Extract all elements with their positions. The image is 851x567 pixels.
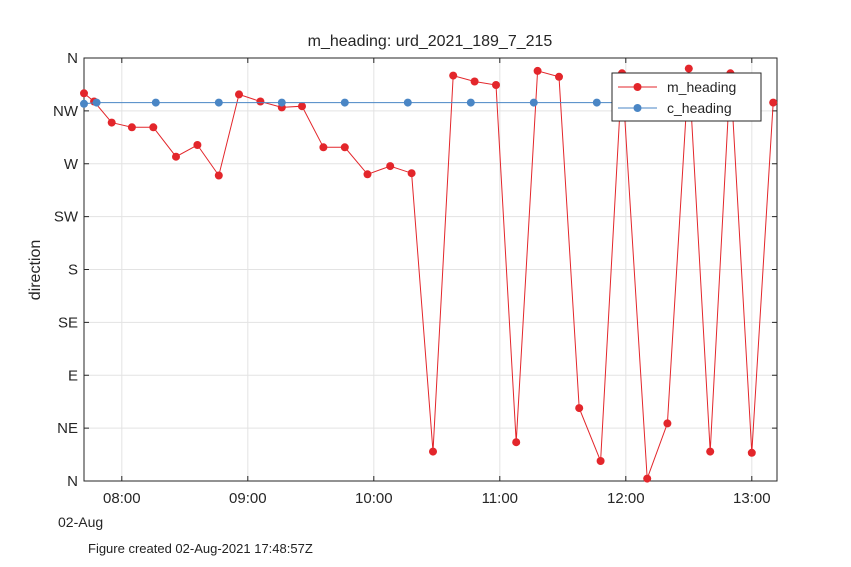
point-m-heading — [555, 72, 563, 81]
y-axis-label: direction — [27, 240, 44, 300]
point-c-heading — [92, 98, 101, 107]
chart-title: m_heading: urd_2021_189_7_215 — [308, 33, 553, 50]
point-m-heading — [747, 448, 756, 457]
legend-marker-c-heading — [633, 104, 642, 112]
y-tick-label: W — [64, 156, 79, 173]
point-m-heading — [470, 77, 479, 86]
point-m-heading — [596, 457, 605, 465]
y-tick-label: N — [67, 50, 78, 67]
y-tick-label: NE — [57, 420, 78, 437]
point-m-heading — [512, 438, 521, 447]
point-c-heading — [529, 98, 538, 107]
legend: m_heading c_heading — [611, 72, 762, 122]
x-tick-label: 10:00 — [355, 490, 393, 507]
y-tick-label: E — [68, 367, 78, 384]
point-m-heading — [643, 474, 652, 483]
point-m-heading — [533, 66, 542, 75]
point-m-heading — [386, 162, 395, 171]
series-line-m-heading — [83, 68, 774, 479]
point-m-heading — [684, 64, 693, 73]
grid-layer — [84, 58, 777, 481]
x-axis-date-label: 02-Aug — [58, 514, 103, 530]
point-c-heading — [277, 98, 286, 107]
y-tick-label: N — [67, 473, 78, 490]
point-m-heading — [769, 98, 778, 107]
point-c-heading — [340, 98, 349, 107]
point-c-heading — [214, 98, 223, 107]
y-tick-label: NW — [53, 103, 79, 120]
point-m-heading — [449, 71, 458, 80]
y-tick-label: SW — [54, 209, 79, 226]
point-c-heading — [403, 98, 412, 107]
point-m-heading — [407, 169, 416, 178]
x-tick-label: 13:00 — [733, 490, 771, 507]
legend-box — [611, 72, 762, 122]
legend-label-m-heading: m_heading — [667, 79, 736, 95]
point-m-heading — [575, 404, 584, 413]
x-tick-label: 12:00 — [607, 490, 645, 507]
point-c-heading — [80, 99, 88, 108]
point-m-heading — [149, 123, 158, 132]
y-tick-label: SE — [58, 314, 78, 331]
point-m-heading — [107, 118, 116, 127]
point-m-heading — [127, 123, 136, 132]
point-m-heading — [193, 141, 202, 149]
point-m-heading — [492, 81, 500, 89]
point-m-heading — [340, 143, 349, 152]
x-tick-label: 09:00 — [229, 490, 267, 507]
point-m-heading — [214, 171, 223, 180]
point-m-heading — [235, 90, 243, 99]
point-m-heading — [172, 152, 180, 161]
y-tick-label: S — [68, 262, 78, 279]
point-m-heading — [706, 447, 715, 456]
legend-label-c-heading: c_heading — [667, 100, 732, 116]
x-tick-label: 08:00 — [103, 490, 141, 507]
tick-layer: 08:00 09:00 10:00 11:00 12:00 13:00 N NE E SE S SW W… — [53, 50, 777, 507]
point-c-heading — [466, 98, 475, 107]
point-m-heading — [663, 419, 672, 428]
series-line-c-heading — [83, 102, 723, 105]
point-m-heading — [363, 170, 372, 179]
point-m-heading — [80, 89, 88, 98]
point-m-heading — [429, 447, 437, 456]
point-m-heading — [319, 143, 328, 152]
legend-marker-m-heading — [633, 83, 642, 91]
x-tick-label: 11:00 — [482, 490, 518, 507]
figure-footer: Figure created 02-Aug-2021 17:48:57Z — [88, 541, 313, 556]
point-m-heading — [256, 97, 265, 106]
point-c-heading — [151, 98, 160, 107]
point-c-heading — [592, 98, 601, 107]
point-m-heading — [298, 102, 306, 111]
